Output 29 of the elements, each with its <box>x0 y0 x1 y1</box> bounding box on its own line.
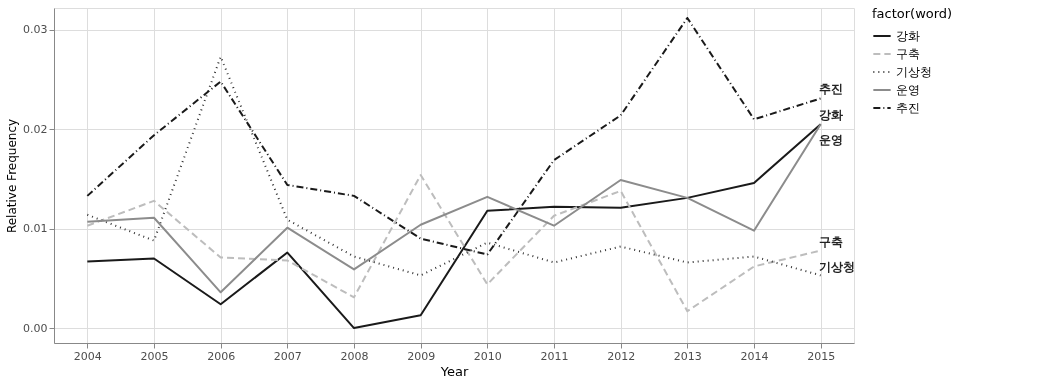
x-tick-label: 2009 <box>407 349 436 363</box>
x-tick-label: 2008 <box>340 349 369 363</box>
y-tick-label: 0.02 <box>23 122 48 136</box>
x-tick-label: 2012 <box>607 349 636 363</box>
x-tick-label: 2015 <box>807 349 836 363</box>
x-axis-title: Year <box>439 363 469 378</box>
text: 구축 <box>818 234 843 249</box>
x-tick-label: 2004 <box>73 349 102 363</box>
y-tick-label: 0.00 <box>23 321 48 335</box>
text: 기상청 <box>818 259 855 274</box>
x-tick-label: 2013 <box>673 349 702 363</box>
legend-label: 강화 <box>896 29 920 43</box>
x-tick-label: 2014 <box>740 349 769 363</box>
legend-label: 구축 <box>896 47 920 61</box>
legend-title: factor(word) <box>872 6 953 21</box>
x-tick-label: 2010 <box>473 349 502 363</box>
x-tick-label: 2007 <box>273 349 302 363</box>
x-tick-label: 2005 <box>140 349 169 363</box>
text: 운영 <box>818 133 843 148</box>
legend-label: 기상청 <box>896 65 932 79</box>
text: 강화 <box>818 108 843 123</box>
x-tick-label: 2006 <box>207 349 236 363</box>
legend-label: 운영 <box>896 83 920 97</box>
y-tick-label: 0.03 <box>23 23 48 37</box>
text: 추진 <box>818 82 843 97</box>
x-tick-label: 2011 <box>540 349 569 363</box>
y-axis-title: Relative Frequency <box>5 118 20 234</box>
y-tick-label: 0.01 <box>23 222 48 236</box>
legend-label: 추진 <box>896 101 920 115</box>
